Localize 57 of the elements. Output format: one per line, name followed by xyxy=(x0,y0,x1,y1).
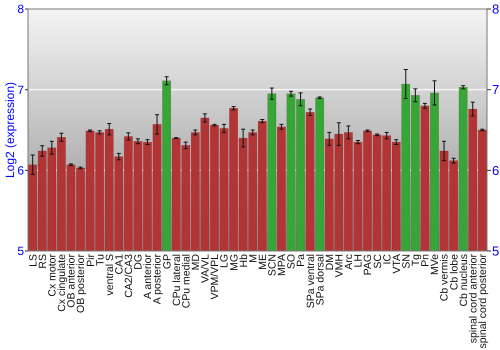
x-tick-label: IC xyxy=(381,254,394,264)
x-tick-label: PAG xyxy=(362,254,374,276)
x-tick-label: SPa dorsal xyxy=(314,254,326,306)
y2-tick-label: 7 xyxy=(492,82,500,98)
x-tick-label: spinal cord posterior xyxy=(476,253,489,349)
x-tick-label: MG xyxy=(228,254,240,271)
y-axis-title: Log2 (expression) xyxy=(3,82,17,178)
x-tick-label: Pn xyxy=(420,254,432,267)
x-tick-label: M xyxy=(247,254,260,263)
x-tick-label: Hb xyxy=(238,254,250,268)
x-tick-label: LH xyxy=(352,254,365,268)
x-tick-label: A posterior xyxy=(152,254,164,304)
x-tick-label: Pir xyxy=(84,254,97,267)
x-tick-label: Tu xyxy=(94,254,106,266)
x-tick-label: OB posterior xyxy=(75,254,88,313)
x-tick-label: Cb lobe xyxy=(448,254,460,290)
x-tick-label: VTA xyxy=(390,254,403,274)
x-tick-label: SCN xyxy=(266,254,279,276)
x-tick-label: DG xyxy=(132,254,145,270)
x-tick-label: Cb vermis xyxy=(438,254,451,302)
x-tick-label: SC xyxy=(372,254,384,269)
x-tick-label: Tg xyxy=(410,254,422,266)
x-tick-label: A anterior xyxy=(142,254,154,299)
x-tick-label: ME xyxy=(256,254,269,270)
x-tick-label: Cb nucleus xyxy=(458,254,470,307)
x-tick-label: OB anterior xyxy=(66,254,78,308)
x-tick-label: LG xyxy=(218,254,231,268)
x-tick-label: CA2/CA3 xyxy=(123,254,136,298)
x-tick-label: CPu medial xyxy=(180,254,192,308)
x-tick-label: VA/VL xyxy=(200,254,212,283)
x-tick-label: RS xyxy=(36,254,49,269)
x-tick-label: Cx motor xyxy=(46,254,58,297)
x-tick-label: MVe xyxy=(429,254,442,276)
x-tick-label: Cx cingulate xyxy=(56,254,68,312)
x-tick-label: VPM/VPL xyxy=(209,254,222,300)
x-tick-label: DM xyxy=(324,254,336,270)
x-tick-label: ventral S xyxy=(104,254,116,296)
x-tick-label: SN xyxy=(400,254,412,269)
x-tick-label: CPu lateral xyxy=(170,254,183,306)
x-tick-label: SO xyxy=(286,254,298,270)
x-tick-label: spinal cord anterior xyxy=(467,253,480,344)
x-tick-label: CA1 xyxy=(113,254,126,274)
y2-tick-label: 5 xyxy=(492,244,500,259)
x-tick-label: MPA xyxy=(276,254,288,276)
x-tick-label: SPa ventral xyxy=(304,254,317,308)
x-tick-label: Arc xyxy=(343,254,356,270)
y2-tick-label: 8 xyxy=(492,2,500,17)
x-tick-label: MD xyxy=(190,254,202,270)
x-tick-label: GP xyxy=(161,254,174,270)
x-tick-label: Pa xyxy=(295,254,308,267)
y2-tick-label: 6 xyxy=(492,162,500,178)
y-tick-label: 5 xyxy=(17,244,24,258)
y-tick-label: 8 xyxy=(17,2,24,16)
x-tick-label: LS xyxy=(27,254,40,267)
y-tick-label: 7 xyxy=(17,82,24,97)
y-tick-label: 6 xyxy=(17,164,24,178)
x-tick-label: VMH xyxy=(333,254,346,278)
